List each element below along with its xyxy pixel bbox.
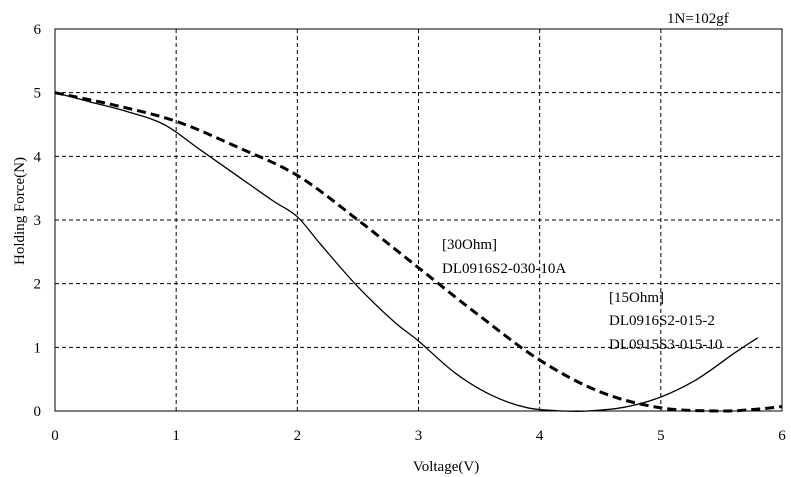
x-tick-label: 4: [536, 428, 544, 444]
chart-grid: [55, 29, 782, 411]
plot-frame: [54, 28, 783, 412]
y-tick-label: 0: [34, 404, 42, 420]
x-tick-label: 1: [172, 428, 180, 444]
y-axis-label: Holding Force(N): [12, 157, 28, 265]
x-tick-label: 6: [778, 428, 786, 444]
y-tick-label: 2: [34, 277, 42, 293]
y-tick-label: 6: [34, 22, 42, 38]
unit-note: 1N=102gf: [667, 11, 729, 27]
label-30ohm-line1: [30Ohm]: [442, 237, 497, 253]
label-15ohm-line1: [15Ohm]: [609, 290, 664, 306]
label-15ohm-line2: DL0916S2-015-2: [609, 313, 715, 329]
y-tick-label: 3: [34, 213, 42, 229]
x-tick-label: 0: [51, 428, 59, 444]
series-line-dashed: [54, 91, 783, 413]
y-tick-label: 1: [34, 340, 42, 356]
label-30ohm-line2: DL0916S2-030-10A: [442, 261, 566, 277]
series-layer: [54, 91, 783, 413]
series-line-solid: [54, 92, 759, 413]
tick-labels: 0 1 2 3 4 5 6 0 1 2 3 4 5 6: [34, 22, 787, 444]
label-15ohm-line3: DL0915S3-015-10: [609, 337, 722, 353]
x-tick-label: 2: [294, 428, 302, 444]
y-tick-label: 5: [34, 86, 42, 102]
x-axis-label: Voltage(V): [413, 459, 479, 475]
x-tick-label: 3: [415, 428, 423, 444]
x-tick-label: 5: [657, 428, 665, 444]
y-tick-label: 4: [34, 149, 42, 165]
